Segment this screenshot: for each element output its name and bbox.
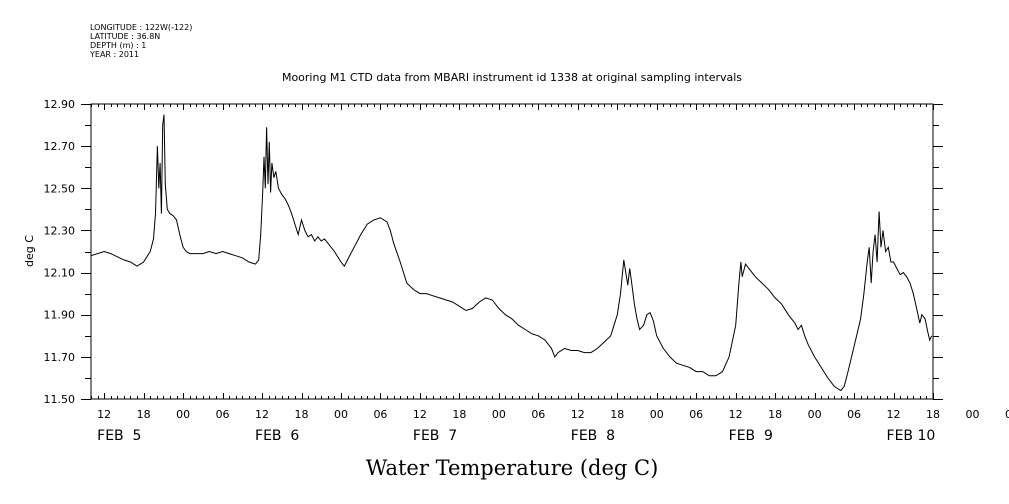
- x-hour-label: 00: [334, 408, 348, 421]
- y-tick-label: 11.70: [44, 351, 76, 364]
- x-hour-label: 06: [531, 408, 545, 421]
- y-tick-label: 12.10: [44, 267, 76, 280]
- x-hour-label: 18: [610, 408, 624, 421]
- x-day-label: FEB 6: [255, 428, 299, 444]
- x-day-label: FEB 10: [887, 428, 936, 444]
- x-hour-label: 12: [571, 408, 585, 421]
- series-line-water-temperature: [90, 114, 933, 392]
- y-tick-label: 12.50: [44, 182, 76, 195]
- x-day-label: FEB 8: [571, 428, 615, 444]
- x-hour-label: 06: [373, 408, 387, 421]
- axis-ticks: [81, 104, 943, 400]
- x-hour-label: 18: [137, 408, 151, 421]
- y-tick-label: 11.50: [44, 393, 76, 406]
- x-hour-label: 00: [176, 408, 190, 421]
- x-hour-label: 06: [689, 408, 703, 421]
- x-hour-label: 12: [413, 408, 427, 421]
- x-hour-label: 12: [887, 408, 901, 421]
- x-hour-label: 06: [1005, 408, 1009, 421]
- x-hour-label: 06: [216, 408, 230, 421]
- x-hour-label: 12: [97, 408, 111, 421]
- x-hour-label: 00: [808, 408, 822, 421]
- x-day-label: FEB 9: [729, 428, 773, 444]
- meta-line: LATITUDE : 36.8N: [90, 32, 160, 41]
- metadata-block: LONGITUDE : 122W(-122)LATITUDE : 36.8NDE…: [89, 23, 192, 59]
- x-axis-label: Water Temperature (deg C): [366, 456, 659, 480]
- plot-frame: [90, 103, 934, 400]
- meta-line: LONGITUDE : 122W(-122): [90, 23, 192, 32]
- x-hour-label: 00: [650, 408, 664, 421]
- y-axis-label: deg C: [23, 235, 36, 267]
- meta-line: YEAR : 2011: [89, 50, 139, 59]
- x-day-label: FEB 7: [413, 428, 457, 444]
- x-hour-label: 06: [847, 408, 861, 421]
- x-hour-label: 12: [255, 408, 269, 421]
- y-tick-label: 12.70: [44, 140, 76, 153]
- x-hour-label: 18: [452, 408, 466, 421]
- y-tick-labels: 11.50 11.70 11.90 12.10 12.30 12.50 12.70 12.90: [44, 98, 76, 406]
- chart-title: Mooring M1 CTD data from MBARI instrumen…: [282, 71, 742, 84]
- x-hour-label: 00: [965, 408, 979, 421]
- x-hour-label: 18: [926, 408, 940, 421]
- x-hour-label: 12: [729, 408, 743, 421]
- x-hour-label: 00: [492, 408, 506, 421]
- y-tick-label: 12.90: [44, 98, 76, 111]
- x-hour-label: 18: [768, 408, 782, 421]
- x-day-label: FEB 5: [97, 428, 141, 444]
- x-hour-label: 18: [295, 408, 309, 421]
- meta-line: DEPTH (m) : 1: [90, 41, 146, 50]
- y-tick-label: 11.90: [44, 309, 76, 322]
- x-hour-labels: 12 18 00 06 12 18 00 06 12 18 00 06 12 18 00 06 12 18 00 06…: [97, 408, 1009, 421]
- y-tick-label: 12.30: [44, 224, 76, 237]
